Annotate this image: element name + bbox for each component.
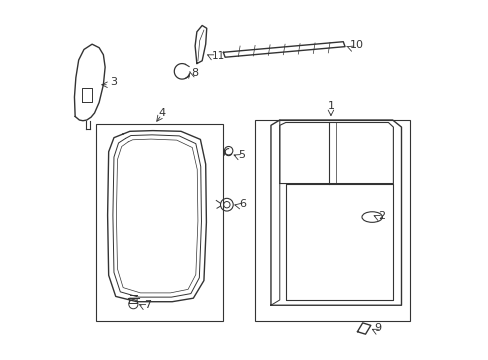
Text: 9: 9	[374, 323, 381, 333]
Text: 8: 8	[190, 68, 198, 77]
Text: 2: 2	[378, 211, 385, 221]
Bar	[255, 120, 409, 321]
Text: 6: 6	[238, 199, 245, 209]
Text: 4: 4	[158, 108, 165, 118]
Text: 1: 1	[327, 102, 334, 112]
Text: 11: 11	[211, 51, 224, 61]
Text: 5: 5	[238, 150, 245, 160]
Text: 7: 7	[143, 300, 151, 310]
Bar	[96, 123, 223, 321]
Text: 10: 10	[349, 40, 363, 50]
Text: 3: 3	[109, 77, 117, 87]
